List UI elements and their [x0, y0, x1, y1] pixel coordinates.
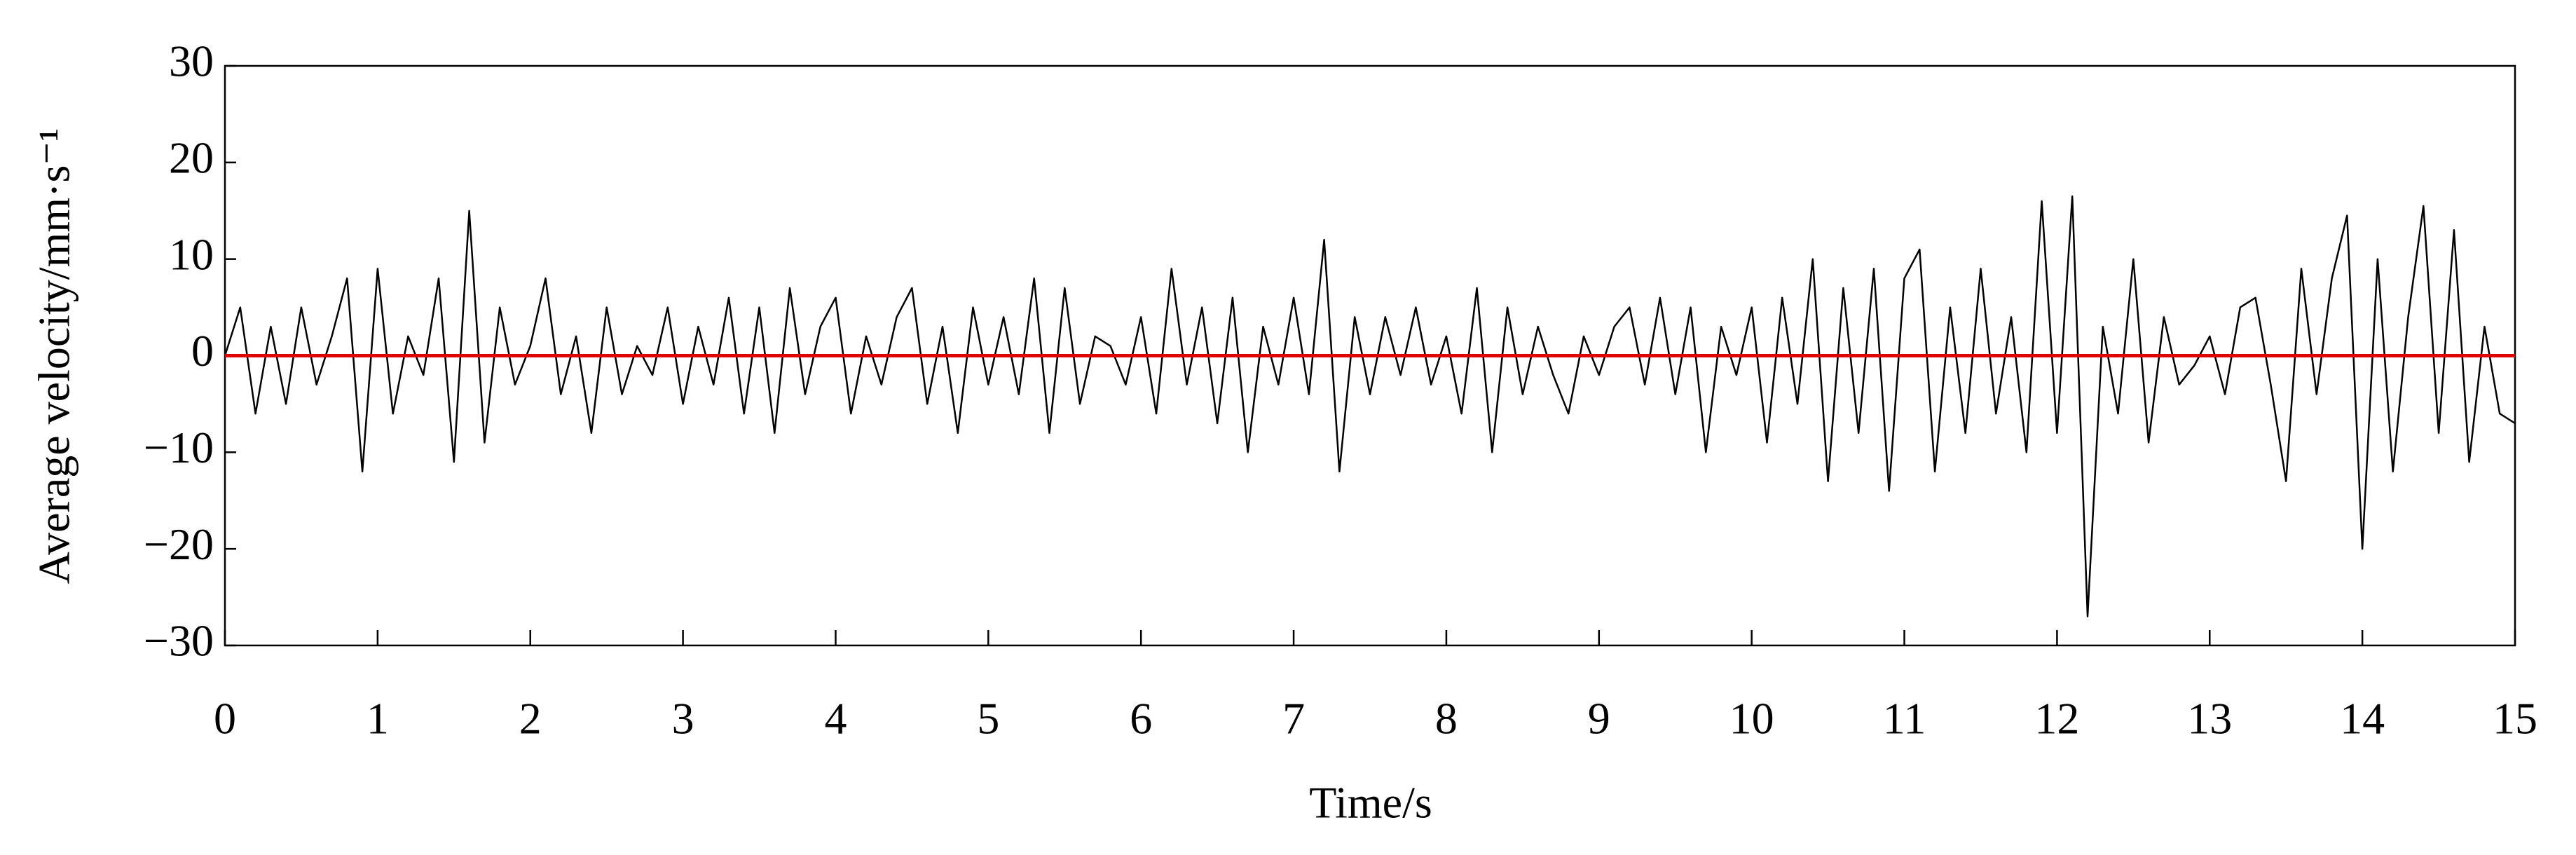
x-tick-label: 1: [366, 694, 389, 744]
y-tick-label: −30: [144, 616, 214, 666]
x-tick-label: 10: [1729, 694, 1774, 744]
y-tick-label: 20: [169, 133, 214, 183]
x-tick-label: 13: [2187, 694, 2232, 744]
y-axis-label: Average velocity/mm·s⁻¹: [29, 128, 79, 584]
x-tick-label: 8: [1435, 694, 1458, 744]
x-tick-label: 4: [824, 694, 847, 744]
y-tick-label: −10: [144, 423, 214, 472]
x-tick-label: 11: [1883, 694, 1926, 744]
x-tick-label: 2: [519, 694, 542, 744]
x-tick-label: 6: [1130, 694, 1152, 744]
y-tick-label: 10: [169, 229, 214, 279]
x-axis-label: Time/s: [1309, 778, 1432, 828]
y-tick-label: 30: [169, 36, 214, 86]
x-tick-label: 9: [1588, 694, 1610, 744]
x-tick-label: 7: [1282, 694, 1305, 744]
x-tick-label: 14: [2340, 694, 2385, 744]
x-tick-label: 5: [977, 694, 999, 744]
y-tick-label: 0: [191, 326, 214, 376]
x-tick-label: 15: [2493, 694, 2537, 744]
data-line: [224, 195, 2516, 617]
x-tick-label: 0: [214, 694, 236, 744]
y-tick-label: −20: [144, 519, 214, 569]
x-tick-label: 3: [672, 694, 694, 744]
x-tick-label: 12: [2034, 694, 2079, 744]
